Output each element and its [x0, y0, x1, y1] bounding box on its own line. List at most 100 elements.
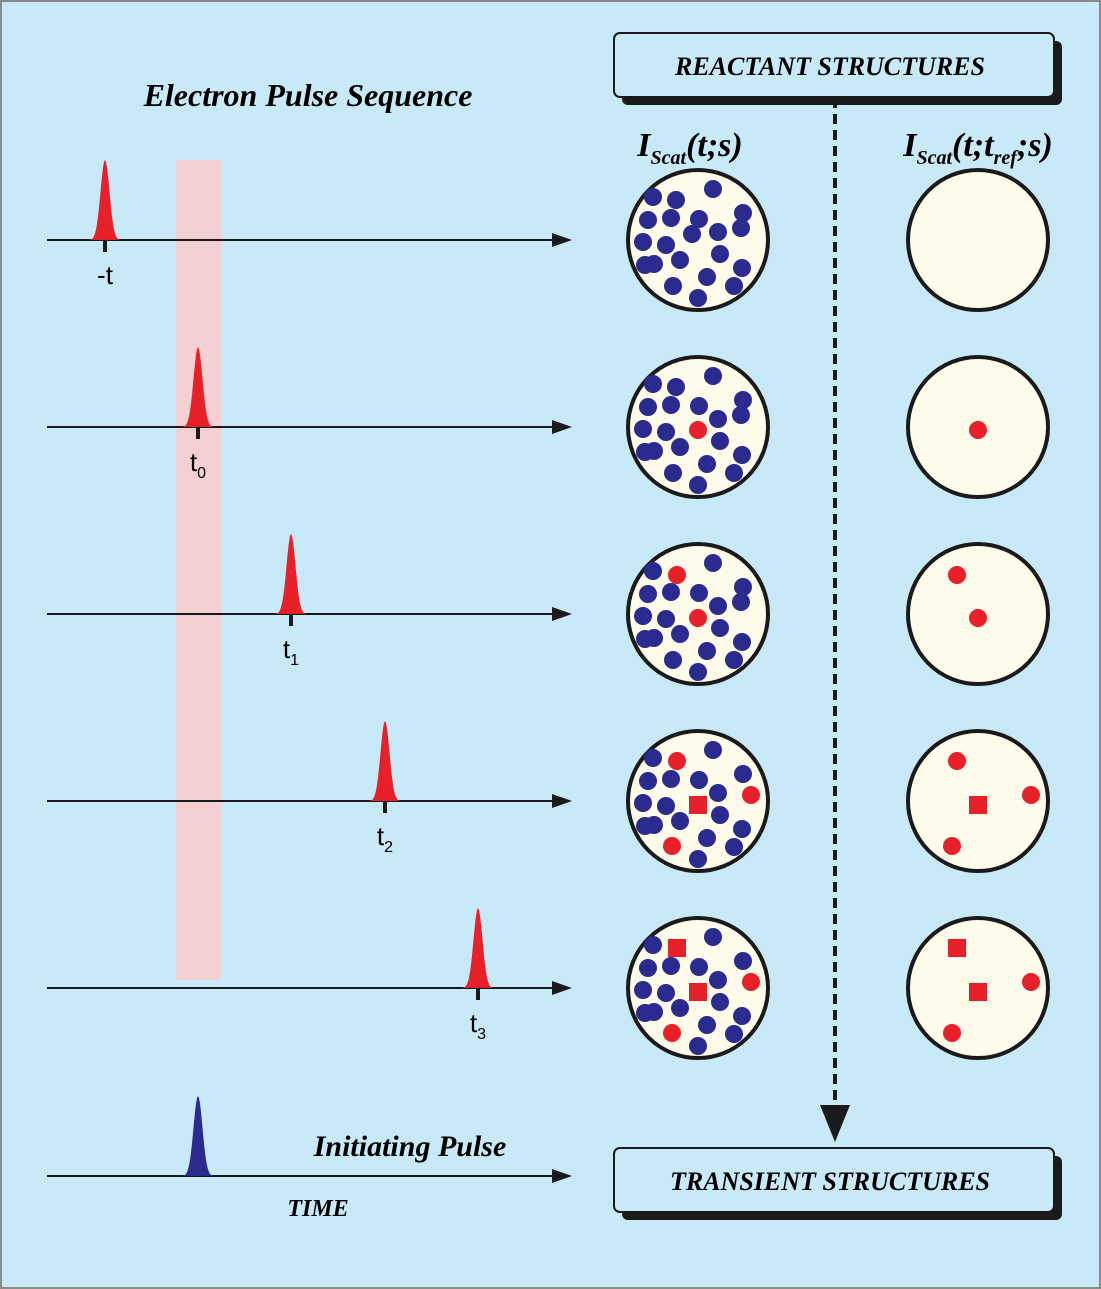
blue-dot [734, 952, 752, 970]
blue-dot [662, 396, 680, 414]
blue-dot [671, 625, 689, 643]
blue-dot [636, 630, 654, 648]
label-sub: 2 [384, 839, 393, 856]
blue-dot [711, 432, 729, 450]
transient-label: TRANSIENT STRUCTURES [670, 1167, 990, 1196]
blue-dot [636, 1004, 654, 1022]
blue-dot [636, 817, 654, 835]
blue-dot [733, 633, 751, 651]
blue-dot [690, 771, 708, 789]
blue-dot [667, 191, 685, 209]
blue-dot [634, 981, 652, 999]
reactant-label: REACTANT STRUCTURES [674, 52, 985, 81]
blue-dot [689, 1037, 707, 1055]
blue-dot [639, 772, 657, 790]
header-part: ;s) [1017, 127, 1053, 164]
blue-dot [725, 1025, 743, 1043]
red-dot [742, 973, 760, 991]
red-square [668, 939, 686, 957]
blue-dot [733, 820, 751, 838]
blue-dot [725, 464, 743, 482]
blue-dot [711, 993, 729, 1011]
blue-dot [644, 375, 662, 393]
initiating-label: Initiating Pulse [313, 1130, 507, 1163]
red-dot [1022, 973, 1040, 991]
blue-dot [662, 957, 680, 975]
blue-dot [704, 741, 722, 759]
blue-dot [634, 607, 652, 625]
blue-dot [698, 1016, 716, 1034]
blue-dot [657, 984, 675, 1002]
blue-dot [644, 936, 662, 954]
blue-dot [704, 180, 722, 198]
blue-dot [704, 367, 722, 385]
blue-dot [732, 219, 750, 237]
blue-dot [689, 850, 707, 868]
blue-dot [671, 251, 689, 269]
red-square [948, 939, 966, 957]
blue-dot [634, 420, 652, 438]
blue-dot [639, 211, 657, 229]
blue-dot [636, 256, 654, 274]
blue-dot [704, 554, 722, 572]
blue-dot [689, 289, 707, 307]
red-dot [969, 421, 987, 439]
blue-dot [725, 838, 743, 856]
blue-dot [709, 410, 727, 428]
red-dot [948, 752, 966, 770]
blue-dot [639, 398, 657, 416]
blue-dot [644, 749, 662, 767]
title: Electron Pulse Sequence [143, 77, 473, 113]
blue-dot [664, 651, 682, 669]
blue-dot [733, 446, 751, 464]
blue-dot [704, 928, 722, 946]
blue-dot [657, 797, 675, 815]
label-sub: 0 [197, 465, 206, 482]
red-dot [663, 1024, 681, 1042]
blue-dot [690, 584, 708, 602]
red-square [969, 983, 987, 1001]
red-square [689, 983, 707, 1001]
blue-dot [683, 225, 701, 243]
blue-dot [709, 597, 727, 615]
red-dot [663, 837, 681, 855]
pattern-circle [908, 170, 1048, 310]
blue-dot [698, 268, 716, 286]
blue-dot [636, 443, 654, 461]
blue-dot [733, 1007, 751, 1025]
blue-dot [711, 619, 729, 637]
blue-dot [657, 423, 675, 441]
blue-dot [709, 971, 727, 989]
red-dot [689, 609, 707, 627]
blue-dot [671, 438, 689, 456]
time-label: TIME [287, 1196, 348, 1222]
pulse-label: -t [97, 260, 114, 290]
blue-dot [711, 245, 729, 263]
blue-dot [664, 464, 682, 482]
red-dot [943, 1024, 961, 1042]
red-square [969, 796, 987, 814]
blue-dot [725, 651, 743, 669]
blue-dot [690, 958, 708, 976]
blue-dot [725, 277, 743, 295]
blue-dot [662, 770, 680, 788]
blue-dot [671, 999, 689, 1017]
red-dot [969, 609, 987, 627]
blue-dot [634, 794, 652, 812]
red-dot [1022, 786, 1040, 804]
blue-dot [698, 455, 716, 473]
blue-dot [689, 663, 707, 681]
header-part: (t;s) [686, 127, 743, 164]
blue-dot [639, 959, 657, 977]
diagram: Electron Pulse Sequence REACTANT STRUCTU… [0, 0, 1101, 1289]
blue-dot [639, 585, 657, 603]
blue-dot [709, 223, 727, 241]
blue-dot [711, 806, 729, 824]
label-sub: 1 [290, 652, 299, 669]
blue-dot [657, 236, 675, 254]
pump-window [176, 160, 221, 980]
blue-dot [662, 583, 680, 601]
blue-dot [664, 277, 682, 295]
blue-dot [644, 562, 662, 580]
blue-dot [733, 259, 751, 277]
